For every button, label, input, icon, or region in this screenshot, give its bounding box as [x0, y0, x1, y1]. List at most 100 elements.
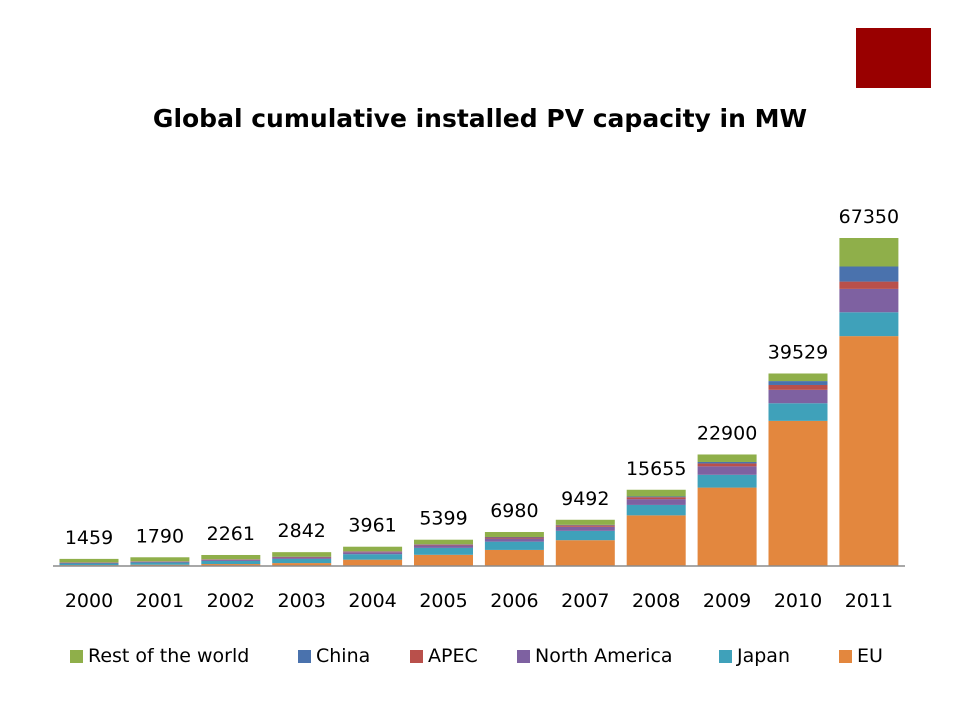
x-tick-label-2007: 2007: [561, 590, 609, 612]
bar-segment-rest-of-the-world-2001: [130, 557, 190, 562]
legend-label-apec: APEC: [428, 645, 478, 667]
bar-segment-eu-2005: [414, 554, 473, 566]
total-label-2011: 67350: [839, 206, 899, 228]
bar-segment-apec-2007: [555, 525, 615, 527]
bar-segment-eu-2009: [697, 487, 757, 566]
bar-segment-rest-of-the-world-2002: [201, 554, 261, 560]
bar-segment-eu-2003: [272, 563, 332, 566]
bar-segment-rest-of-the-world-2005: [414, 539, 473, 545]
bar-segment-rest-of-the-world-2007: [555, 519, 615, 525]
bar-segment-rest-of-the-world-2008: [626, 489, 686, 497]
legend-swatch-rest-of-the-world: [70, 649, 83, 663]
bar-segment-rest-of-the-world-2000: [59, 558, 119, 563]
legend-swatch-china: [298, 649, 311, 663]
bar-segment-rest-of-the-world-2006: [484, 532, 544, 537]
corner-accent-block: [856, 28, 931, 88]
bar-segment-north-america-2003: [272, 557, 332, 559]
bar-segment-north-america-2000: [59, 562, 119, 564]
bar-segment-china-2009: [697, 461, 757, 464]
bar-segment-north-america-2004: [343, 552, 403, 555]
bar-segment-apec-2008: [626, 497, 686, 500]
total-label-2009: 22900: [697, 422, 757, 444]
bar-segment-japan-2009: [697, 474, 757, 488]
x-tick-label-2011: 2011: [845, 590, 893, 612]
bar-segment-north-america-2011: [839, 288, 899, 313]
total-label-2006: 6980: [490, 500, 538, 522]
bar-segment-north-america-2005: [414, 545, 473, 548]
total-label-2008: 15655: [626, 458, 686, 480]
x-tick-label-2005: 2005: [419, 590, 467, 612]
bar-segment-apec-2005: [414, 544, 473, 546]
bar-segment-apec-2004: [343, 551, 403, 553]
x-tick-label-2004: 2004: [348, 590, 396, 612]
bar-segment-north-america-2010: [768, 389, 828, 404]
bar-segment-japan-2004: [343, 554, 403, 560]
total-label-2005: 5399: [419, 508, 467, 530]
legend-swatch-north-america: [517, 649, 530, 663]
bar-segment-eu-2008: [626, 515, 686, 566]
total-label-2003: 2842: [278, 520, 326, 542]
bar-segment-china-2011: [839, 266, 899, 282]
legend-item-japan: Japan: [719, 645, 790, 667]
bar-segment-eu-2010: [768, 420, 828, 566]
total-label-2002: 2261: [207, 523, 255, 545]
x-tick-label-2003: 2003: [278, 590, 326, 612]
x-tick-label-2008: 2008: [632, 590, 680, 612]
total-label-2000: 1459: [65, 527, 113, 549]
x-tick-label-2000: 2000: [65, 590, 113, 612]
bar-segment-apec-2006: [484, 537, 544, 539]
bar-segment-rest-of-the-world-2011: [839, 238, 899, 267]
bar-segment-japan-2008: [626, 504, 686, 516]
legend-item-north-america: North America: [517, 645, 673, 667]
legend-swatch-japan: [719, 649, 732, 663]
bar-segment-japan-2002: [201, 560, 261, 565]
bar-segment-eu-2004: [343, 559, 403, 566]
bar-segment-japan-2006: [484, 541, 544, 550]
bar-segment-north-america-2006: [484, 538, 544, 542]
bar-segment-apec-2010: [768, 384, 828, 390]
legend-label-eu: EU: [857, 645, 883, 667]
bar-segment-north-america-2009: [697, 466, 757, 475]
bar-segment-china-2008: [626, 496, 686, 498]
bar-segment-eu-2011: [839, 336, 899, 566]
bar-segment-japan-2010: [768, 403, 828, 421]
legend-label-rest-of-the-world: Rest of the world: [88, 645, 250, 667]
bar-segment-rest-of-the-world-2009: [697, 454, 757, 462]
bar-segment-apec-2011: [839, 281, 899, 289]
bar-segment-rest-of-the-world-2010: [768, 373, 828, 382]
bar-segment-eu-2007: [555, 540, 615, 566]
total-label-2007: 9492: [561, 488, 609, 510]
bar-segment-north-america-2002: [201, 559, 261, 561]
bar-segment-apec-2009: [697, 463, 757, 467]
total-label-2001: 1790: [136, 525, 184, 547]
bar-segment-japan-2000: [59, 563, 119, 566]
bar-segment-eu-2006: [484, 549, 544, 566]
total-label-2010: 39529: [768, 341, 828, 363]
bar-segment-japan-2007: [555, 530, 615, 541]
legend-swatch-eu: [839, 649, 852, 663]
bar-segment-japan-2003: [272, 558, 332, 564]
chart-legend: Rest of the world China APEC North America J…: [70, 645, 910, 671]
bar-segment-north-america-2007: [555, 526, 615, 531]
bar-segment-japan-2011: [839, 312, 899, 337]
bar-segment-rest-of-the-world-2004: [343, 546, 403, 552]
chart-title: Global cumulative installed PV capacity …: [152, 104, 808, 133]
x-tick-label-2002: 2002: [207, 590, 255, 612]
x-tick-label-2001: 2001: [136, 590, 184, 612]
x-tick-label-2009: 2009: [703, 590, 751, 612]
legend-label-japan: Japan: [737, 645, 790, 667]
x-tick-label-2006: 2006: [490, 590, 538, 612]
bar-segment-rest-of-the-world-2003: [272, 552, 332, 557]
x-tick-label-2010: 2010: [774, 590, 822, 612]
legend-item-china: China: [298, 645, 370, 667]
bar-segment-japan-2005: [414, 547, 473, 555]
bar-segment-japan-2001: [130, 562, 190, 565]
legend-swatch-apec: [410, 649, 423, 663]
bar-segment-china-2010: [768, 381, 828, 385]
total-label-2004: 3961: [348, 515, 396, 537]
legend-item-eu: EU: [839, 645, 883, 667]
bar-segment-north-america-2001: [130, 561, 190, 563]
legend-item-apec: APEC: [410, 645, 478, 667]
legend-item-rest-of-the-world: Rest of the world: [70, 645, 249, 667]
